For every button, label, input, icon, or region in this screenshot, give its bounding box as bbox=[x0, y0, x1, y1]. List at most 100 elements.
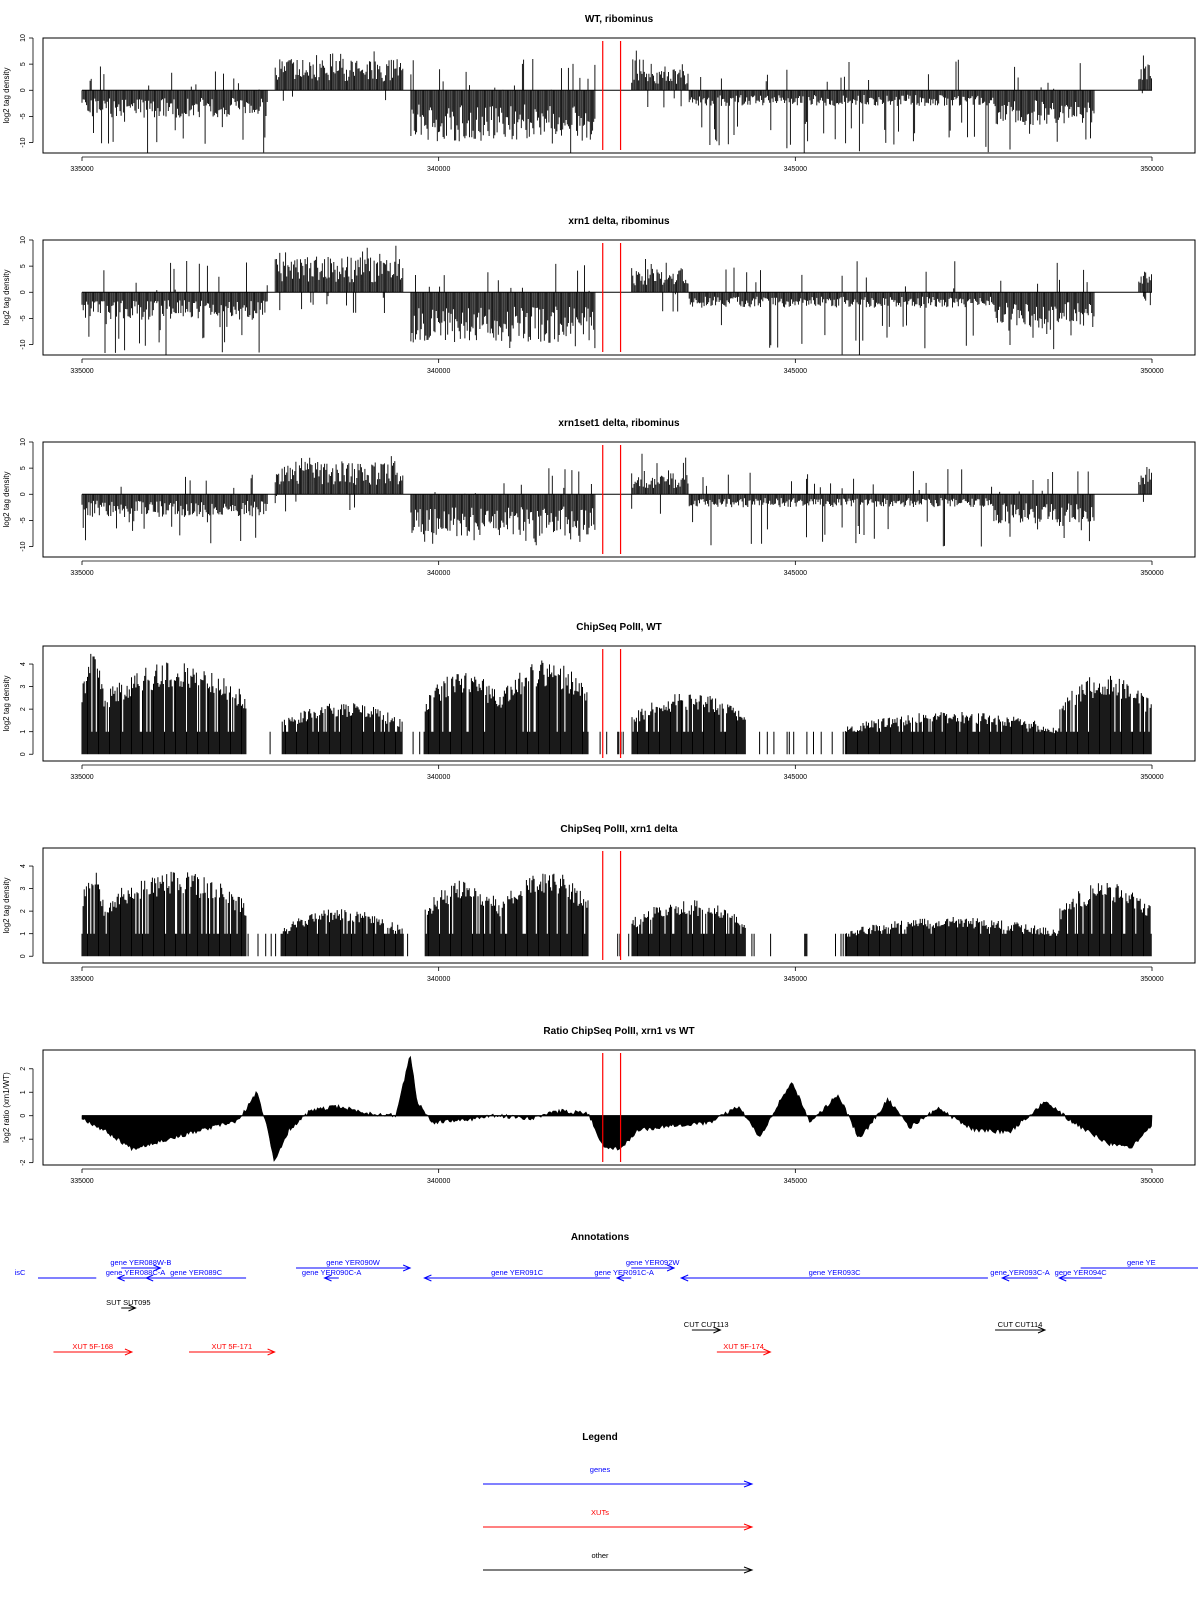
annotation-arrowhead bbox=[153, 1264, 162, 1272]
plot-frame bbox=[42, 847, 1196, 964]
y-tick-label: 0 bbox=[20, 492, 27, 496]
annotation-arrowhead bbox=[423, 1274, 432, 1282]
annotation-label: gene YER089C bbox=[170, 1268, 223, 1277]
y-tick-label: -10 bbox=[20, 541, 27, 551]
x-tick-label: 350000 bbox=[1140, 570, 1163, 577]
annotation-label: gene YER092W bbox=[626, 1258, 681, 1267]
x-tick-label: 345000 bbox=[784, 976, 807, 983]
annotation-arrowhead bbox=[666, 1264, 676, 1272]
panel-1: WT, ribominus 10 5 0 -5 -10 log2 tag density 33… bbox=[2, 14, 1196, 173]
y-tick-label: -1 bbox=[20, 1136, 27, 1142]
panel-5: ChipSeq PolII, xrn1 delta 4 3 2 1 0 log2 tag d… bbox=[2, 824, 1196, 983]
annotation-label: gene YER091C-A bbox=[594, 1268, 653, 1277]
annotation-gene: isC bbox=[15, 1268, 97, 1279]
y-tick-label: 0 bbox=[20, 1114, 27, 1118]
panel-3: xrn1set1 delta, ribominus 10 5 0 -5 -10 log2 t… bbox=[2, 418, 1196, 577]
x-tick-label: 345000 bbox=[784, 166, 807, 173]
y-tick-label: -5 bbox=[20, 517, 27, 523]
y-tick-label: 3 bbox=[20, 887, 27, 891]
annotation-gene: gene YER090W bbox=[296, 1258, 412, 1272]
annotation-label: CUT CUT114 bbox=[998, 1320, 1043, 1329]
legend-entry-label: other bbox=[591, 1551, 609, 1560]
annotation-arrowhead bbox=[267, 1348, 276, 1356]
annotation-arrowhead bbox=[763, 1348, 772, 1356]
annotation-gene: gene YER092W bbox=[626, 1258, 681, 1272]
y-tick-label: 10 bbox=[20, 34, 27, 42]
y-axis-label: log2 tag density bbox=[2, 675, 11, 731]
y-tick-label: -10 bbox=[20, 339, 27, 349]
legend-arrowhead bbox=[743, 1566, 754, 1574]
annotation-gene: gene YER088W-B bbox=[110, 1258, 171, 1272]
y-tick-label: 10 bbox=[20, 438, 27, 446]
signal-bars bbox=[81, 50, 1152, 153]
x-tick-label: 335000 bbox=[70, 570, 93, 577]
y-tick-label: -10 bbox=[20, 137, 27, 147]
annotation-arrowhead bbox=[615, 1274, 625, 1282]
y-tick-label: 5 bbox=[20, 264, 27, 268]
annotation-other: CUT CUT113 bbox=[684, 1320, 729, 1334]
legend-entry: other bbox=[483, 1551, 754, 1574]
annotation-arrowhead bbox=[679, 1274, 689, 1282]
panel-title: WT, ribominus bbox=[585, 14, 654, 25]
annotation-xut: XUT 5F-171 bbox=[189, 1342, 276, 1356]
legend-entry-label: XUTs bbox=[591, 1508, 609, 1517]
y-tick-label: 0 bbox=[20, 88, 27, 92]
annotation-label: gene YER090W bbox=[326, 1258, 381, 1267]
x-tick-label: 350000 bbox=[1140, 166, 1163, 173]
x-tick-label: 340000 bbox=[427, 166, 450, 173]
annotation-other: CUT CUT114 bbox=[995, 1320, 1047, 1334]
annotation-other: SUT SUT095 bbox=[106, 1298, 151, 1312]
y-axis-label: log2 tag density bbox=[2, 877, 11, 933]
legend-entry: genes bbox=[483, 1465, 754, 1488]
panel-4: ChipSeq PolII, WT 4 3 2 1 0 log2 tag density 33… bbox=[2, 622, 1196, 781]
x-tick-label: 340000 bbox=[427, 976, 450, 983]
annotation-gene: gene YER093C-A bbox=[990, 1268, 1050, 1282]
x-tick-label: 350000 bbox=[1140, 976, 1163, 983]
x-tick-label: 350000 bbox=[1140, 774, 1163, 781]
y-tick-label: 3 bbox=[20, 685, 27, 689]
x-tick-label: 335000 bbox=[70, 1178, 93, 1185]
panel-6: Ratio ChipSeq PolII, xrn1 vs WT 2 1 0 -1 -2 lo… bbox=[2, 1026, 1196, 1185]
legend-arrowhead bbox=[743, 1480, 754, 1488]
annotation-gene: gene YER090C-A bbox=[302, 1268, 361, 1282]
annotation-gene: gene YER094C bbox=[1055, 1268, 1107, 1282]
legend-arrowhead bbox=[743, 1523, 754, 1531]
x-tick-label: 345000 bbox=[784, 1178, 807, 1185]
y-tick-label: 4 bbox=[20, 864, 27, 868]
y-tick-label: 0 bbox=[20, 752, 27, 756]
annotation-xut: XUT 5F-168 bbox=[53, 1342, 134, 1356]
panel-title: Ratio ChipSeq PolII, xrn1 vs WT bbox=[543, 1026, 694, 1037]
x-tick-label: 340000 bbox=[427, 1178, 450, 1185]
x-tick-label: 350000 bbox=[1140, 1178, 1163, 1185]
annotation-arrowhead bbox=[323, 1274, 332, 1282]
annotation-label: gene YE bbox=[1127, 1258, 1156, 1267]
ratio-area bbox=[81, 1055, 1153, 1162]
annotation-arrowhead bbox=[116, 1274, 125, 1282]
x-tick-label: 345000 bbox=[784, 774, 807, 781]
legend-section: Legend genes XUTs other bbox=[483, 1432, 754, 1574]
signal-bars bbox=[81, 453, 1152, 547]
plot-frame bbox=[42, 37, 1196, 154]
annotation-gene: gene YER091C bbox=[423, 1268, 610, 1282]
annotation-gene: gene YER091C-A bbox=[594, 1268, 654, 1282]
annotation-gene: gene YER093C bbox=[679, 1268, 988, 1282]
x-tick-label: 340000 bbox=[427, 368, 450, 375]
signal-bars bbox=[81, 245, 1152, 355]
x-tick-label: 345000 bbox=[784, 570, 807, 577]
x-tick-label: 335000 bbox=[70, 368, 93, 375]
x-tick-label: 335000 bbox=[70, 976, 93, 983]
y-tick-label: 2 bbox=[20, 707, 27, 711]
annotation-arrowhead bbox=[1037, 1326, 1047, 1334]
annotation-arrowhead bbox=[128, 1304, 137, 1312]
y-axis-label: log2 ratio (xrn1/WT) bbox=[2, 1072, 11, 1143]
annotation-gene: gene YE bbox=[1080, 1258, 1198, 1269]
x-tick-label: 335000 bbox=[70, 166, 93, 173]
panel-2: xrn1 delta, ribominus 10 5 0 -5 -10 log2 tag d… bbox=[2, 216, 1196, 375]
annotations-title: Annotations bbox=[571, 1232, 630, 1243]
annotation-label: gene YER088W-B bbox=[110, 1258, 171, 1267]
signal-bars bbox=[81, 653, 1152, 755]
x-tick-label: 345000 bbox=[784, 368, 807, 375]
